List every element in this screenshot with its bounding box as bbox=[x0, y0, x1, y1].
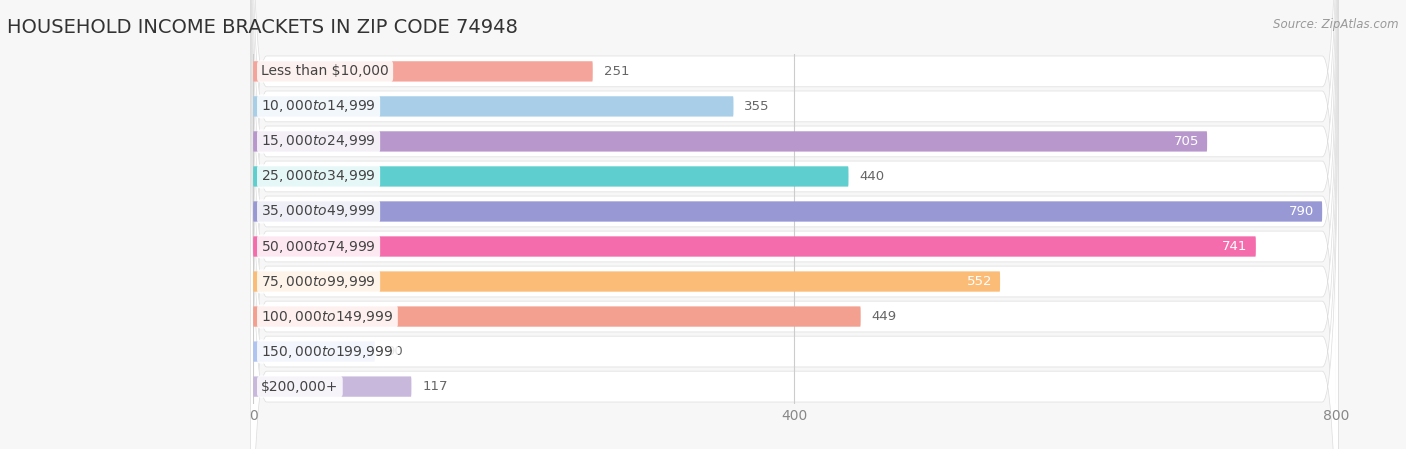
Text: $150,000 to $199,999: $150,000 to $199,999 bbox=[262, 343, 394, 360]
Text: 741: 741 bbox=[1222, 240, 1247, 253]
FancyBboxPatch shape bbox=[253, 131, 1208, 152]
FancyBboxPatch shape bbox=[250, 0, 1339, 449]
Text: $50,000 to $74,999: $50,000 to $74,999 bbox=[262, 238, 375, 255]
Text: Source: ZipAtlas.com: Source: ZipAtlas.com bbox=[1274, 18, 1399, 31]
Text: $15,000 to $24,999: $15,000 to $24,999 bbox=[262, 133, 375, 150]
Text: $10,000 to $14,999: $10,000 to $14,999 bbox=[262, 98, 375, 114]
Text: 90: 90 bbox=[385, 345, 402, 358]
FancyBboxPatch shape bbox=[250, 0, 1339, 449]
Text: 251: 251 bbox=[603, 65, 628, 78]
FancyBboxPatch shape bbox=[250, 0, 1339, 449]
Text: 790: 790 bbox=[1289, 205, 1315, 218]
Text: 355: 355 bbox=[744, 100, 770, 113]
FancyBboxPatch shape bbox=[250, 0, 1339, 449]
Text: $25,000 to $34,999: $25,000 to $34,999 bbox=[262, 168, 375, 185]
Text: HOUSEHOLD INCOME BRACKETS IN ZIP CODE 74948: HOUSEHOLD INCOME BRACKETS IN ZIP CODE 74… bbox=[7, 18, 517, 37]
FancyBboxPatch shape bbox=[253, 271, 1000, 292]
Text: Less than $10,000: Less than $10,000 bbox=[262, 64, 389, 79]
Text: $35,000 to $49,999: $35,000 to $49,999 bbox=[262, 203, 375, 220]
Text: $75,000 to $99,999: $75,000 to $99,999 bbox=[262, 273, 375, 290]
Text: $100,000 to $149,999: $100,000 to $149,999 bbox=[262, 308, 394, 325]
Text: 440: 440 bbox=[859, 170, 884, 183]
FancyBboxPatch shape bbox=[253, 236, 1256, 257]
FancyBboxPatch shape bbox=[253, 166, 849, 187]
FancyBboxPatch shape bbox=[250, 0, 1339, 449]
FancyBboxPatch shape bbox=[250, 0, 1339, 449]
FancyBboxPatch shape bbox=[253, 306, 860, 327]
FancyBboxPatch shape bbox=[250, 0, 1339, 449]
Text: 449: 449 bbox=[872, 310, 897, 323]
Text: $200,000+: $200,000+ bbox=[262, 379, 339, 394]
FancyBboxPatch shape bbox=[253, 376, 412, 397]
FancyBboxPatch shape bbox=[253, 61, 593, 82]
FancyBboxPatch shape bbox=[253, 201, 1322, 222]
FancyBboxPatch shape bbox=[253, 96, 734, 117]
FancyBboxPatch shape bbox=[250, 0, 1339, 449]
Text: 552: 552 bbox=[966, 275, 993, 288]
FancyBboxPatch shape bbox=[250, 0, 1339, 449]
Text: 117: 117 bbox=[422, 380, 447, 393]
FancyBboxPatch shape bbox=[253, 341, 375, 362]
FancyBboxPatch shape bbox=[250, 0, 1339, 449]
Text: 705: 705 bbox=[1174, 135, 1199, 148]
